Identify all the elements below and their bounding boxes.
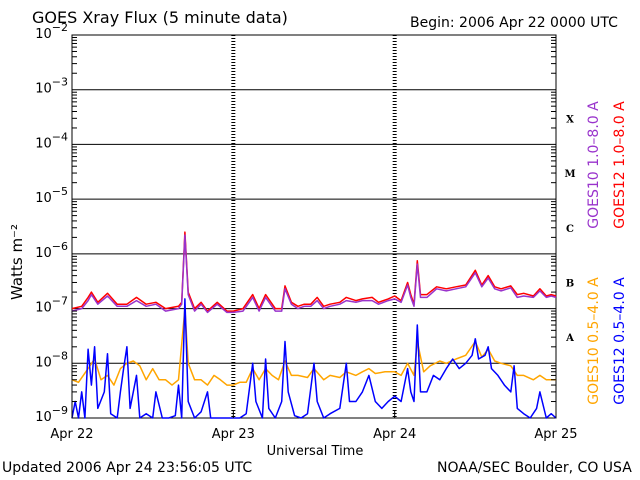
y-tick-label: 10−2 [35, 21, 68, 42]
y-axis-label: Watts m⁻² [8, 224, 26, 300]
y-tick-label: 10−9 [35, 404, 68, 425]
series-line [71, 234, 557, 314]
plot-area [71, 34, 557, 419]
flare-class-label: C [566, 224, 574, 235]
x-tick-label: Apr 24 [373, 427, 416, 442]
legend-layer: GOES10 1.0–8.0 A GOES12 1.0–8.0 A GOES10 0… [586, 101, 628, 405]
legend-entry: GOES12 0.5–4.0 A [612, 277, 628, 405]
y-tick-label: 10−3 [35, 76, 68, 97]
chart-title: GOES Xray Flux (5 minute data) [32, 8, 288, 27]
y-tick-label: 10−7 [35, 295, 68, 316]
series-line [71, 307, 556, 386]
updated-timestamp: Updated 2006 Apr 24 23:56:05 UTC [2, 460, 253, 476]
legend-entry: GOES10 0.5–4.0 A [586, 277, 602, 405]
y-tick-label: 10−8 [35, 349, 68, 370]
series-layer [71, 231, 557, 419]
x-tick-label: Apr 22 [50, 427, 93, 442]
legend-entry: GOES10 1.0–8.0 A [586, 101, 602, 229]
series-line [71, 231, 557, 312]
y-tick-label: 10−5 [35, 185, 68, 206]
x-tick-label: Apr 23 [212, 427, 255, 442]
flare-class-label: M [564, 169, 575, 180]
axis-layer: 10−2 10−3 10−4 10−5 10−6 10−7 10−8 10−9 Apr 22 Ap… [35, 21, 577, 442]
legend-entry: GOES12 1.0–8.0 A [612, 101, 628, 229]
flare-class-label: A [565, 333, 574, 344]
grid-layer [71, 34, 557, 419]
x-tick-label: Apr 25 [534, 427, 577, 442]
y-tick-label: 10−4 [35, 130, 68, 151]
flare-class-label: X [566, 114, 574, 125]
begin-time: Begin: 2006 Apr 22 0000 UTC [410, 15, 618, 31]
series-line [71, 298, 557, 419]
flare-class-label: B [566, 278, 574, 289]
x-axis-label: Universal Time [267, 444, 364, 459]
y-tick-label: 10−6 [35, 240, 68, 261]
credit-text: NOAA/SEC Boulder, CO USA [437, 460, 632, 476]
